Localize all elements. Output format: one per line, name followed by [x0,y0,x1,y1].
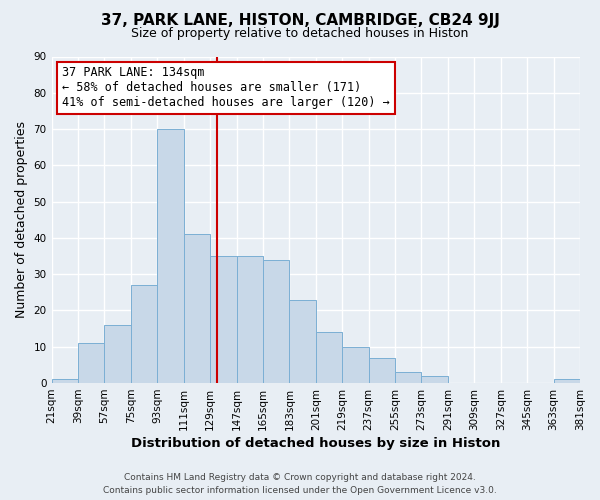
Bar [236,256,263,383]
Bar [52,380,78,383]
Bar [316,332,342,383]
Bar [104,325,131,383]
Y-axis label: Number of detached properties: Number of detached properties [15,122,28,318]
Bar [554,380,580,383]
Bar [342,347,368,383]
X-axis label: Distribution of detached houses by size in Histon: Distribution of detached houses by size … [131,437,500,450]
Bar [131,285,157,383]
Text: Size of property relative to detached houses in Histon: Size of property relative to detached ho… [131,28,469,40]
Text: 37 PARK LANE: 134sqm
← 58% of detached houses are smaller (171)
41% of semi-deta: 37 PARK LANE: 134sqm ← 58% of detached h… [62,66,390,110]
Bar [184,234,210,383]
Bar [210,256,236,383]
Bar [368,358,395,383]
Bar [263,260,289,383]
Bar [421,376,448,383]
Text: Contains HM Land Registry data © Crown copyright and database right 2024.
Contai: Contains HM Land Registry data © Crown c… [103,473,497,495]
Bar [289,300,316,383]
Bar [78,343,104,383]
Bar [157,129,184,383]
Bar [395,372,421,383]
Text: 37, PARK LANE, HISTON, CAMBRIDGE, CB24 9JJ: 37, PARK LANE, HISTON, CAMBRIDGE, CB24 9… [101,12,499,28]
